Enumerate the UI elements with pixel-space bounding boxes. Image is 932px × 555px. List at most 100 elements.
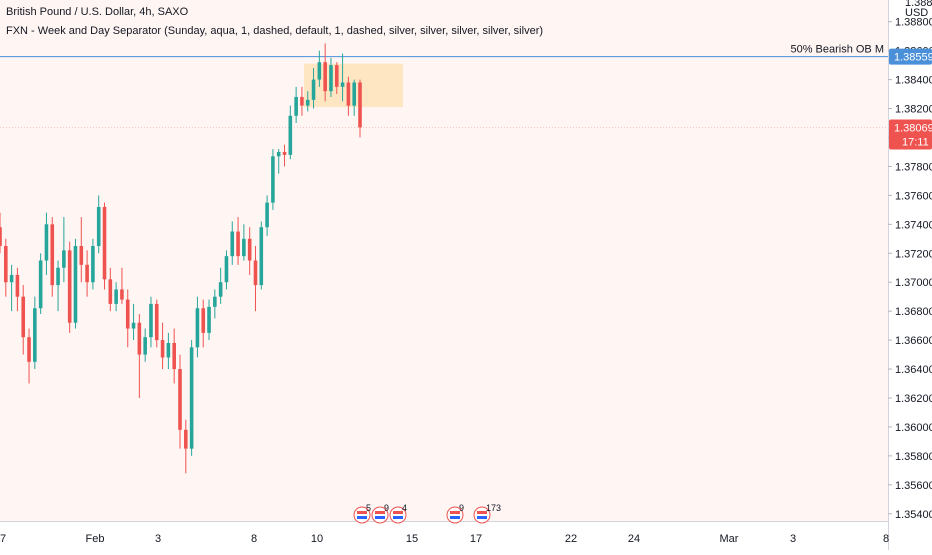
candle-body[interactable]	[218, 282, 223, 297]
price-tick-label: 1.35400	[895, 509, 932, 521]
candle-body[interactable]	[143, 337, 147, 355]
candle-body[interactable]	[125, 299, 130, 329]
candle-body[interactable]	[154, 303, 159, 341]
candle-body[interactable]	[230, 231, 235, 257]
candle-body[interactable]	[358, 82, 362, 128]
candle-body[interactable]	[137, 322, 142, 355]
price-tick-label: 1.35800	[895, 451, 932, 463]
candle-body[interactable]	[276, 151, 281, 157]
flag-stripe	[477, 516, 487, 519]
candle-body[interactable]	[166, 342, 171, 358]
event-count: 9	[384, 503, 389, 513]
candle-body[interactable]	[172, 342, 176, 370]
candle-body[interactable]	[300, 96, 304, 106]
price-tick-label: 1.37600	[895, 190, 932, 202]
candle-body[interactable]	[33, 308, 37, 362]
candle-body[interactable]	[131, 322, 136, 329]
candle-body[interactable]	[247, 238, 252, 261]
candle-body[interactable]	[346, 82, 351, 106]
candle-body[interactable]	[79, 246, 84, 265]
flag-stripe	[357, 516, 367, 519]
candle-body[interactable]	[62, 250, 66, 268]
price-tick-label: 1.38800	[895, 17, 932, 29]
economic-event-marker[interactable]: 9	[446, 503, 464, 524]
economic-event-marker[interactable]: 4	[389, 503, 407, 524]
candle-body[interactable]	[311, 79, 316, 100]
candle-body[interactable]	[282, 151, 287, 155]
candle-body[interactable]	[288, 115, 293, 155]
candle-body[interactable]	[213, 296, 217, 307]
candle-body[interactable]	[271, 156, 275, 203]
candle-body[interactable]	[242, 238, 246, 257]
economic-event-marker[interactable]: 5	[353, 503, 371, 524]
time-tick-label: 3	[790, 533, 796, 545]
candle-body[interactable]	[102, 206, 107, 280]
price-tick-label: 1.37800	[895, 161, 932, 173]
candle-body[interactable]	[236, 231, 240, 257]
bearish-ob-price-label: 1.38559	[894, 52, 932, 64]
bar-countdown: 17:11	[902, 137, 929, 149]
candle-body[interactable]	[0, 227, 2, 247]
current-price-tag	[889, 119, 932, 150]
economic-event-marker[interactable]: 173	[473, 503, 501, 524]
candle-body[interactable]	[50, 224, 55, 286]
candle-body[interactable]	[178, 369, 182, 430]
candle-body[interactable]	[189, 347, 194, 449]
candle-body[interactable]	[294, 96, 298, 116]
candle-body[interactable]	[207, 306, 211, 333]
candle-body[interactable]	[73, 246, 78, 323]
candle-body[interactable]	[329, 65, 333, 92]
candle-body[interactable]	[27, 337, 31, 362]
price-tick-label: 1.36200	[895, 393, 932, 405]
candle-body[interactable]	[91, 246, 95, 283]
candle-body[interactable]	[85, 264, 89, 283]
candle-body[interactable]	[4, 246, 8, 283]
event-count: 173	[486, 503, 501, 513]
candle-body[interactable]	[44, 224, 49, 261]
price-tick-label: 1.37400	[895, 219, 932, 231]
candle-body[interactable]	[67, 250, 72, 323]
candle-body[interactable]	[149, 303, 153, 338]
candle-body[interactable]	[265, 202, 269, 228]
economic-event-marker[interactable]: 9	[371, 503, 389, 524]
candle-body[interactable]	[38, 260, 43, 309]
price-tick-label: 1.37200	[895, 248, 932, 260]
candle-body[interactable]	[184, 429, 188, 449]
event-count: 4	[402, 503, 407, 513]
candle-body[interactable]	[9, 274, 14, 283]
candle-body[interactable]	[352, 82, 356, 106]
candle-body[interactable]	[201, 308, 206, 333]
symbol-title[interactable]: British Pound / U.S. Dollar, 4h, SAXO	[6, 6, 189, 18]
event-count: 5	[366, 503, 371, 513]
candle-body[interactable]	[224, 256, 229, 283]
candle-body[interactable]	[253, 260, 258, 286]
bearish-ob-line-label: 50% Bearish OB M	[790, 44, 884, 56]
price-tick-label: 1.36600	[895, 335, 932, 347]
flag-stripe	[393, 516, 403, 519]
candle-body[interactable]	[96, 206, 101, 247]
candle-body[interactable]	[317, 62, 322, 80]
time-tick-label: 8	[251, 533, 257, 545]
time-tick-label: Feb	[86, 533, 105, 545]
candle-body[interactable]	[21, 296, 26, 338]
time-axis-background	[0, 521, 888, 550]
plot-background	[0, 0, 888, 521]
price-tick-label: 1.36800	[895, 306, 932, 318]
candle-body[interactable]	[259, 227, 264, 286]
time-tick-label: Mar	[720, 533, 739, 545]
candle-body[interactable]	[120, 289, 124, 300]
candle-body[interactable]	[195, 308, 200, 348]
candle-body[interactable]	[114, 289, 118, 304]
candle-body[interactable]	[334, 65, 339, 87]
candle-body[interactable]	[323, 62, 327, 92]
candle-body[interactable]	[56, 267, 60, 286]
candle-body[interactable]	[160, 340, 165, 358]
candle-body[interactable]	[305, 99, 310, 106]
indicator-title[interactable]: FXN - Week and Day Separator (Sunday, aq…	[6, 25, 544, 37]
candle-body[interactable]	[108, 279, 113, 304]
candle-body[interactable]	[15, 274, 20, 297]
candle-body[interactable]	[340, 82, 345, 87]
flag-stripe	[375, 511, 385, 514]
